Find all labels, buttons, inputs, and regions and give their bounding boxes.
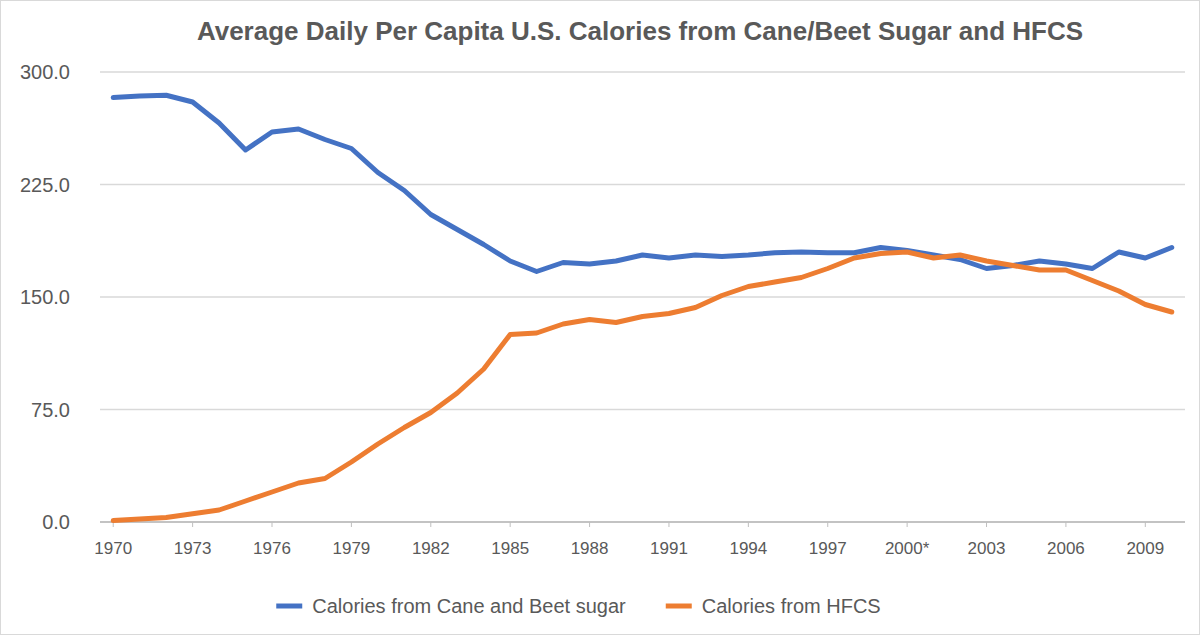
x-tick bbox=[986, 522, 987, 527]
x-tick bbox=[1145, 522, 1146, 527]
legend-swatch bbox=[666, 604, 692, 609]
x-axis-line bbox=[100, 521, 1185, 523]
x-tick bbox=[192, 522, 193, 527]
x-tick-label: 1976 bbox=[253, 539, 291, 558]
x-tick-label: 1997 bbox=[809, 539, 847, 558]
grid-line bbox=[100, 296, 1185, 298]
chart-border bbox=[1, 1, 1200, 635]
legend-label: Calories from Cane and Beet sugar bbox=[312, 595, 626, 617]
x-tick-label: 2006 bbox=[1047, 539, 1085, 558]
series-line bbox=[113, 95, 1172, 271]
x-tick-label: 1994 bbox=[729, 539, 767, 558]
x-tick bbox=[351, 522, 352, 527]
x-tick bbox=[510, 522, 511, 527]
x-tick bbox=[907, 522, 908, 527]
y-tick-label: 225.0 bbox=[20, 174, 70, 196]
grid-line bbox=[100, 184, 1185, 186]
x-tick-label: 1982 bbox=[412, 539, 450, 558]
x-tick bbox=[430, 522, 431, 527]
y-tick-label: 0.0 bbox=[42, 511, 70, 533]
title: Average Daily Per Capita U.S. Calories f… bbox=[197, 16, 1083, 46]
legend-label: Calories from HFCS bbox=[702, 595, 881, 617]
y-tick-label: 75.0 bbox=[31, 399, 70, 421]
x-tick bbox=[589, 522, 590, 527]
chart: Average Daily Per Capita U.S. Calories f… bbox=[0, 0, 1200, 635]
x-tick bbox=[668, 522, 669, 527]
x-tick bbox=[748, 522, 749, 527]
grid-line bbox=[100, 521, 1185, 523]
x-tick bbox=[827, 522, 828, 527]
x-tick-label: 1973 bbox=[174, 539, 212, 558]
x-tick-label: 1979 bbox=[332, 539, 370, 558]
y-tick-label: 150.0 bbox=[20, 286, 70, 308]
x-tick-label: 1988 bbox=[571, 539, 609, 558]
grid-line bbox=[100, 71, 1185, 73]
series-line bbox=[113, 252, 1172, 521]
plot-area bbox=[113, 95, 1172, 520]
y-tick-label: 300.0 bbox=[20, 61, 70, 83]
x-tick-label: 1985 bbox=[491, 539, 529, 558]
x-tick-label: 1991 bbox=[650, 539, 688, 558]
legend: Calories from Cane and Beet sugar Calorie… bbox=[276, 595, 880, 617]
x-tick-label: 2009 bbox=[1126, 539, 1164, 558]
x-tick bbox=[1065, 522, 1066, 527]
grid-line bbox=[100, 409, 1185, 411]
x-tick-label: 1970 bbox=[94, 539, 132, 558]
legend-swatch bbox=[276, 604, 302, 609]
x-tick bbox=[272, 522, 273, 527]
x-tick-label: 2000* bbox=[885, 539, 930, 558]
x-tick-label: 2003 bbox=[968, 539, 1006, 558]
